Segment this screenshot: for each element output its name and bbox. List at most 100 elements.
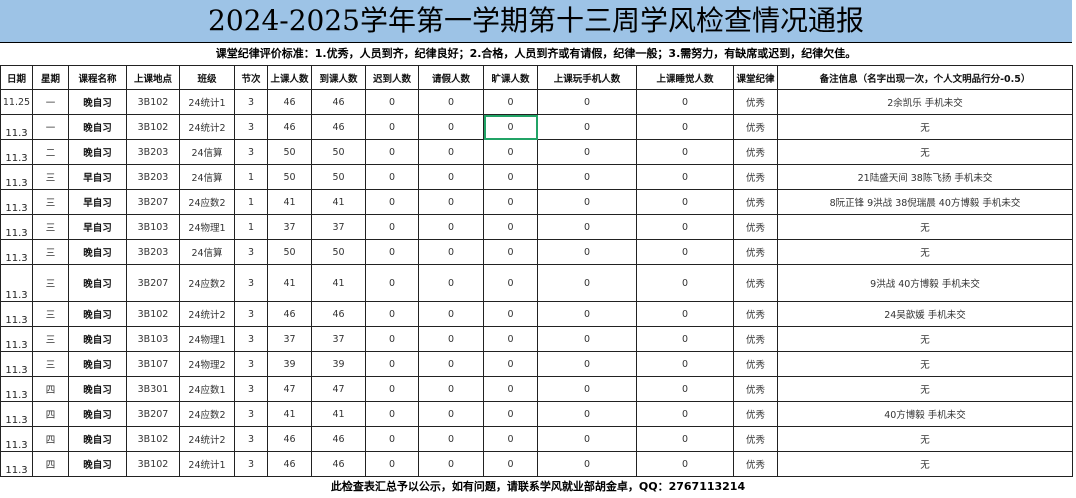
cell-leave[interactable]: 0 <box>418 189 484 215</box>
cell-sleep[interactable]: 0 <box>636 189 734 215</box>
cell-discipline[interactable]: 优秀 <box>733 401 778 427</box>
cell-enrolled[interactable]: 47 <box>267 376 312 402</box>
cell-weekday[interactable]: 三 <box>32 164 69 190</box>
cell-leave[interactable]: 0 <box>418 164 484 190</box>
cell-attended[interactable]: 46 <box>311 426 366 452</box>
cell-period[interactable]: 3 <box>234 326 268 352</box>
cell-leave[interactable]: 0 <box>418 239 484 265</box>
cell-date[interactable]: 11.3 <box>0 264 33 302</box>
cell-discipline[interactable]: 优秀 <box>733 89 778 115</box>
cell-enrolled[interactable]: 46 <box>267 451 312 477</box>
cell-period[interactable]: 1 <box>234 189 268 215</box>
header-phone[interactable]: 上课玩手机人数 <box>537 65 637 90</box>
cell-discipline[interactable]: 优秀 <box>733 451 778 477</box>
cell-class[interactable]: 24物理1 <box>179 326 235 352</box>
header-enrolled[interactable]: 上课人数 <box>267 65 312 90</box>
cell-absent[interactable]: 0 <box>483 164 538 190</box>
cell-discipline[interactable]: 优秀 <box>733 189 778 215</box>
cell-absent[interactable]: 0 <box>483 301 538 327</box>
cell-enrolled[interactable]: 39 <box>267 351 312 377</box>
cell-period[interactable]: 3 <box>234 301 268 327</box>
cell-late[interactable]: 0 <box>365 89 419 115</box>
cell-period[interactable]: 3 <box>234 264 268 302</box>
header-remarks[interactable]: 备注信息（名字出现一次，个人文明品行分-0.5） <box>777 65 1073 90</box>
cell-sleep[interactable]: 0 <box>636 326 734 352</box>
cell-enrolled[interactable]: 50 <box>267 164 312 190</box>
cell-phone[interactable]: 0 <box>537 264 637 302</box>
cell-remarks[interactable]: 无 <box>777 326 1073 352</box>
cell-attended[interactable]: 46 <box>311 451 366 477</box>
cell-leave[interactable]: 0 <box>418 426 484 452</box>
cell-location[interactable]: 3B301 <box>126 376 180 402</box>
cell-remarks[interactable]: 无 <box>777 139 1073 165</box>
cell-enrolled[interactable]: 41 <box>267 264 312 302</box>
cell-phone[interactable]: 0 <box>537 89 637 115</box>
cell-remarks[interactable]: 8阮正锋 9洪战 38倪瑞晨 40方博毅 手机未交 <box>777 189 1073 215</box>
cell-location[interactable]: 3B207 <box>126 264 180 302</box>
cell-attended[interactable]: 46 <box>311 301 366 327</box>
cell-class[interactable]: 24信算 <box>179 139 235 165</box>
cell-location[interactable]: 3B207 <box>126 189 180 215</box>
cell-date[interactable]: 11.3 <box>0 139 33 165</box>
cell-class[interactable]: 24应数2 <box>179 264 235 302</box>
cell-sleep[interactable]: 0 <box>636 301 734 327</box>
cell-attended[interactable]: 46 <box>311 89 366 115</box>
cell-date[interactable]: 11.3 <box>0 401 33 427</box>
cell-course[interactable]: 早自习 <box>68 164 127 190</box>
cell-course[interactable]: 晚自习 <box>68 451 127 477</box>
cell-period[interactable]: 3 <box>234 139 268 165</box>
cell-course[interactable]: 早自习 <box>68 189 127 215</box>
cell-date[interactable]: 11.3 <box>0 426 33 452</box>
cell-attended[interactable]: 50 <box>311 239 366 265</box>
cell-attended[interactable]: 41 <box>311 401 366 427</box>
cell-attended[interactable]: 37 <box>311 214 366 240</box>
cell-weekday[interactable]: 四 <box>32 401 69 427</box>
cell-class[interactable]: 24应数2 <box>179 189 235 215</box>
cell-late[interactable]: 0 <box>365 351 419 377</box>
cell-location[interactable]: 3B102 <box>126 114 180 140</box>
cell-class[interactable]: 24物理1 <box>179 214 235 240</box>
cell-phone[interactable]: 0 <box>537 189 637 215</box>
cell-course[interactable]: 晚自习 <box>68 326 127 352</box>
cell-location[interactable]: 3B203 <box>126 139 180 165</box>
header-leave[interactable]: 请假人数 <box>418 65 484 90</box>
cell-absent[interactable]: 0 <box>483 114 538 140</box>
cell-leave[interactable]: 0 <box>418 376 484 402</box>
cell-leave[interactable]: 0 <box>418 451 484 477</box>
cell-phone[interactable]: 0 <box>537 164 637 190</box>
cell-discipline[interactable]: 优秀 <box>733 214 778 240</box>
cell-course[interactable]: 晚自习 <box>68 114 127 140</box>
cell-remarks[interactable]: 无 <box>777 351 1073 377</box>
cell-enrolled[interactable]: 50 <box>267 239 312 265</box>
cell-location[interactable]: 3B103 <box>126 214 180 240</box>
cell-sleep[interactable]: 0 <box>636 426 734 452</box>
cell-attended[interactable]: 37 <box>311 326 366 352</box>
cell-class[interactable]: 24统计1 <box>179 451 235 477</box>
cell-date[interactable]: 11.3 <box>0 351 33 377</box>
cell-date[interactable]: 11.3 <box>0 189 33 215</box>
cell-late[interactable]: 0 <box>365 139 419 165</box>
cell-discipline[interactable]: 优秀 <box>733 239 778 265</box>
header-sleep[interactable]: 上课睡觉人数 <box>636 65 734 90</box>
cell-class[interactable]: 24统计2 <box>179 114 235 140</box>
cell-course[interactable]: 晚自习 <box>68 239 127 265</box>
cell-date[interactable]: 11.3 <box>0 301 33 327</box>
cell-location[interactable]: 3B207 <box>126 401 180 427</box>
cell-date[interactable]: 11.3 <box>0 326 33 352</box>
cell-location[interactable]: 3B102 <box>126 426 180 452</box>
cell-leave[interactable]: 0 <box>418 139 484 165</box>
cell-leave[interactable]: 0 <box>418 114 484 140</box>
cell-weekday[interactable]: 四 <box>32 426 69 452</box>
cell-course[interactable]: 晚自习 <box>68 351 127 377</box>
cell-date[interactable]: 11.3 <box>0 214 33 240</box>
header-weekday[interactable]: 星期 <box>32 65 69 90</box>
cell-course[interactable]: 晚自习 <box>68 139 127 165</box>
cell-absent[interactable]: 0 <box>483 239 538 265</box>
header-absent[interactable]: 旷课人数 <box>483 65 538 90</box>
cell-phone[interactable]: 0 <box>537 401 637 427</box>
cell-weekday[interactable]: 三 <box>32 239 69 265</box>
cell-weekday[interactable]: 一 <box>32 114 69 140</box>
cell-period[interactable]: 1 <box>234 164 268 190</box>
cell-weekday[interactable]: 二 <box>32 139 69 165</box>
cell-weekday[interactable]: 三 <box>32 214 69 240</box>
